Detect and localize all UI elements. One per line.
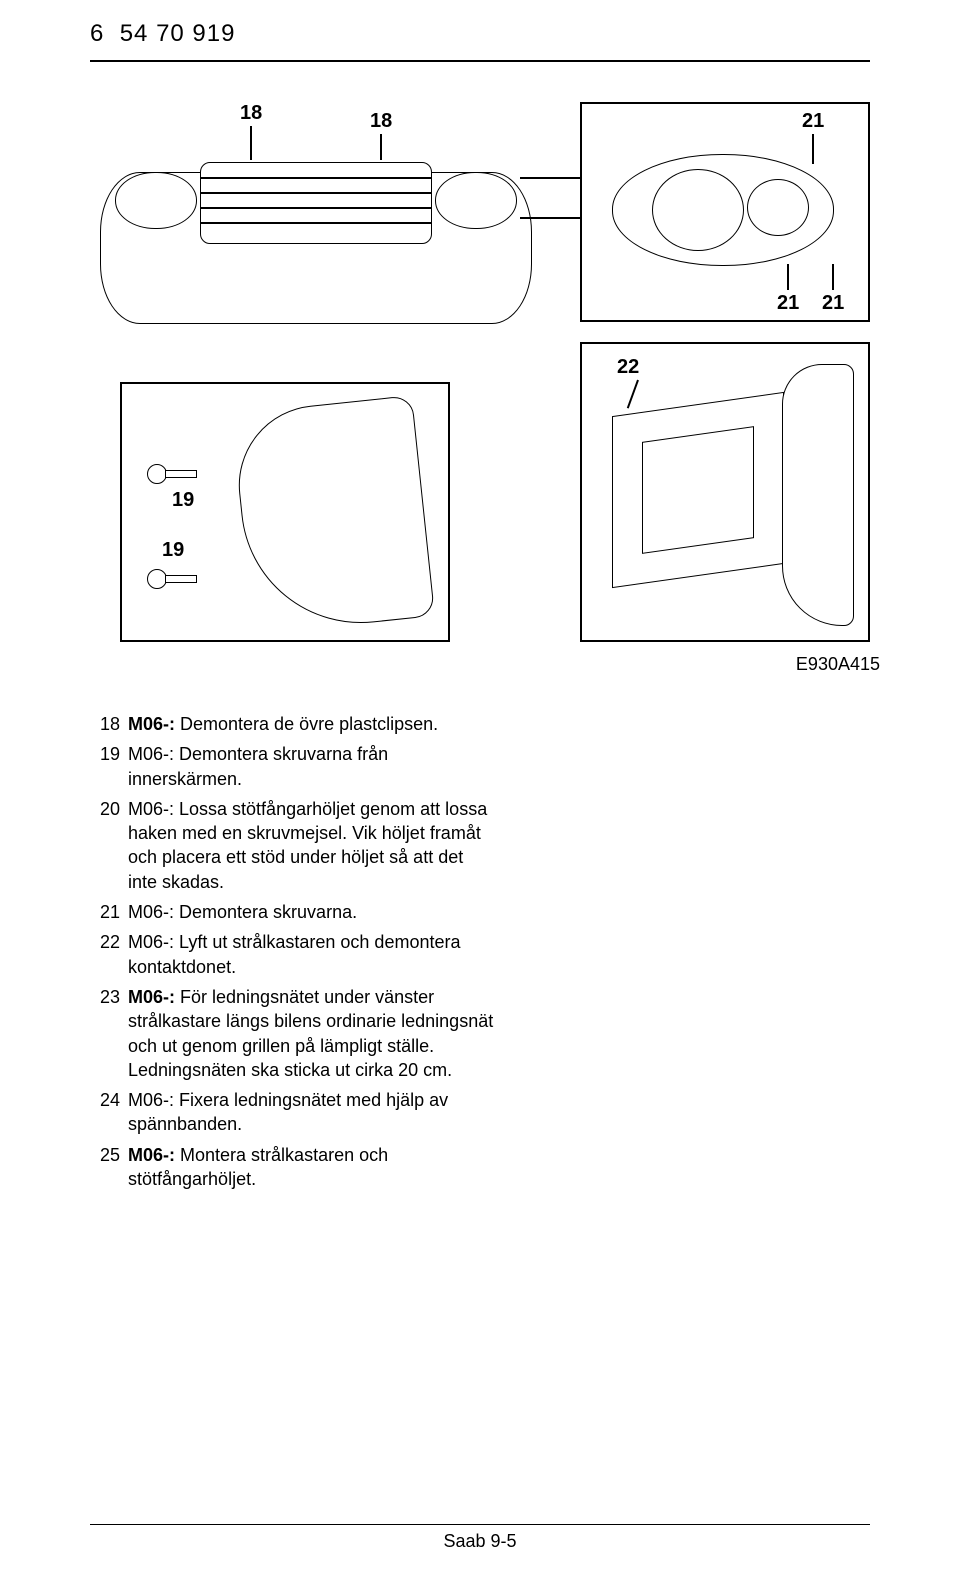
step-number: 25 [90, 1143, 128, 1192]
screw [147, 569, 167, 589]
grille-bar [200, 207, 432, 209]
page-number: 6 [90, 20, 104, 47]
step: 24 M06-: Fixera ledningsnätet med hjälp … [90, 1088, 496, 1137]
callout-19a: 19 [172, 489, 194, 512]
step-number: 22 [90, 930, 128, 979]
step: 19 M06-: Demontera skruvarna från inners… [90, 742, 496, 791]
grille [200, 162, 432, 244]
headlamp-left [115, 172, 197, 229]
leader [812, 134, 814, 164]
step-body: M06-: Demontera skruvarna från innerskär… [128, 742, 496, 791]
headlamp-lens-outer [652, 169, 744, 251]
step: 23 M06-: För ledningsnätet under vänster… [90, 985, 496, 1082]
footer-rule [90, 1524, 870, 1525]
headlamp-right [435, 172, 517, 229]
headlamp-lens-inner [747, 179, 809, 236]
step-text: M06-: Lossa stötfångarhöljet genom att l… [128, 799, 487, 892]
instruction-column: 18 M06-: Demontera de övre plastclipsen.… [90, 712, 496, 1191]
fender-liner [231, 395, 435, 635]
grille-bar [200, 177, 432, 179]
callout-22: 22 [617, 356, 639, 379]
step-body: M06-: Lyft ut strålkastaren och demonter… [128, 930, 496, 979]
step-number: 19 [90, 742, 128, 791]
step-number: 21 [90, 900, 128, 924]
step-text: För ledningsnätet under vänster strålkas… [128, 987, 493, 1080]
step-body: M06-: För ledningsnätet under vänster st… [128, 985, 496, 1082]
doc-number: 54 70 919 [120, 20, 236, 47]
step: 18 M06-: Demontera de övre plastclipsen. [90, 712, 496, 736]
page-header: 6 54 70 919 [90, 20, 870, 48]
grille-bar [200, 192, 432, 194]
step-body: M06-: Lossa stötfångarhöljet genom att l… [128, 797, 496, 894]
leader [250, 126, 252, 160]
callout-21c: 21 [822, 292, 844, 315]
leader [787, 264, 789, 290]
step-text: Demontera de övre plastclipsen. [175, 714, 438, 734]
step-number: 23 [90, 985, 128, 1082]
screw-shaft [165, 575, 197, 583]
step-number: 24 [90, 1088, 128, 1137]
instruction-list: 18 M06-: Demontera de övre plastclipsen.… [90, 712, 496, 1191]
panel-inner-fender: 19 19 [120, 382, 450, 642]
step-text: M06-: Fixera ledningsnätet med hjälp av … [128, 1090, 448, 1134]
screw-shaft [165, 470, 197, 478]
panel-headlamp-removed: 22 [580, 342, 870, 642]
callout-18b: 18 [370, 110, 392, 133]
panel-connector-top [520, 217, 580, 219]
step-bold: M06-: [128, 714, 175, 734]
header-rule [90, 60, 870, 62]
step: 20 M06-: Lossa stötfångarhöljet genom at… [90, 797, 496, 894]
callout-18a: 18 [240, 102, 262, 125]
panel-headlamp-detail: 21 21 21 [580, 102, 870, 322]
callout-21b: 21 [777, 292, 799, 315]
fender-edge [782, 364, 854, 626]
figure-area: 18 18 21 21 21 19 [90, 82, 870, 682]
step-number: 20 [90, 797, 128, 894]
callout-21a: 21 [802, 110, 824, 133]
leader [832, 264, 834, 290]
grille-bar [200, 222, 432, 224]
page: 6 54 70 919 18 18 21 [0, 0, 960, 1592]
step-bold: M06-: [128, 1145, 175, 1165]
footer-model: Saab 9-5 [443, 1531, 516, 1551]
leader [627, 380, 639, 409]
bracket [642, 426, 754, 554]
panel-bumper: 18 18 [90, 102, 540, 372]
step-body: M06-: Fixera ledningsnätet med hjälp av … [128, 1088, 496, 1137]
step-body: M06-: Montera strålkastaren och stötfång… [128, 1143, 496, 1192]
figure-code: E930A415 [796, 654, 880, 675]
step-bold: M06-: [128, 987, 175, 1007]
callout-19b: 19 [162, 539, 184, 562]
step: 25 M06-: Montera strålkastaren och stötf… [90, 1143, 496, 1192]
screw [147, 464, 167, 484]
step-body: M06-: Demontera de övre plastclipsen. [128, 712, 496, 736]
leader [380, 134, 382, 160]
step-text: M06-: Demontera skruvarna från innerskär… [128, 744, 388, 788]
step-text: M06-: Lyft ut strålkastaren och demonter… [128, 932, 461, 976]
step-text: M06-: Demontera skruvarna. [128, 902, 357, 922]
step: 22 M06-: Lyft ut strålkastaren och demon… [90, 930, 496, 979]
page-footer: Saab 9-5 [0, 1524, 960, 1552]
step-body: M06-: Demontera skruvarna. [128, 900, 496, 924]
step: 21 M06-: Demontera skruvarna. [90, 900, 496, 924]
panel-connector-top [520, 177, 580, 179]
step-number: 18 [90, 712, 128, 736]
